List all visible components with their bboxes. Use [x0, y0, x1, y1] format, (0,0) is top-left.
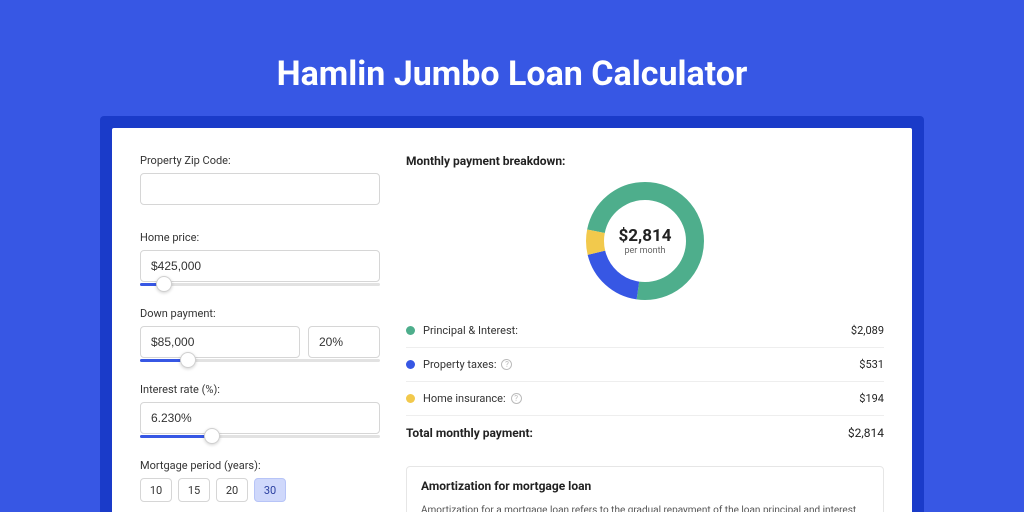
mortgage-period-10[interactable]: 10 [140, 478, 172, 502]
mortgage-period-buttons: 10152030 [140, 478, 380, 502]
legend: Principal & Interest: $2,089 Property taxe… [406, 322, 884, 415]
amortization-text: Amortization for a mortgage loan refers … [421, 503, 869, 512]
amortization-box: Amortization for mortgage loan Amortizat… [406, 466, 884, 512]
mortgage-period-20[interactable]: 20 [216, 478, 248, 502]
home-price-slider[interactable] [140, 281, 380, 295]
help-icon[interactable]: ? [511, 393, 522, 404]
donut-chart-wrap: $2,814 per month [406, 178, 884, 304]
down-payment-slider[interactable] [140, 357, 380, 371]
legend-label-text: Home insurance: [423, 392, 506, 405]
zip-input[interactable] [140, 173, 380, 205]
legend-row: Principal & Interest: $2,089 [406, 322, 884, 347]
calculator-card: Property Zip Code: Home price: Down paym… [112, 128, 912, 512]
interest-rate-slider-thumb[interactable] [204, 428, 220, 444]
breakdown-column: Monthly payment breakdown: $2,814 per mo… [406, 154, 884, 512]
home-price-label: Home price: [140, 231, 380, 244]
total-label: Total monthly payment: [406, 426, 848, 440]
legend-dot-icon [406, 360, 415, 369]
down-payment-percent-input[interactable] [308, 326, 380, 358]
mortgage-period-label: Mortgage period (years): [140, 459, 380, 472]
interest-rate-slider-fill [140, 435, 212, 438]
interest-rate-input[interactable] [140, 402, 380, 434]
home-price-input[interactable] [140, 250, 380, 282]
legend-row: Home insurance:?$194 [406, 381, 884, 415]
legend-dot-icon [406, 394, 415, 403]
legend-value: $531 [859, 358, 884, 371]
legend-value: $2,089 [851, 324, 884, 337]
legend-label-text: Property taxes: [423, 358, 496, 371]
legend-value: $194 [859, 392, 884, 405]
legend-row: Property taxes:?$531 [406, 347, 884, 381]
legend-label: Property taxes:? [423, 358, 859, 371]
down-payment-amount-input[interactable] [140, 326, 300, 358]
down-payment-label: Down payment: [140, 307, 380, 320]
donut-center: $2,814 per month [582, 178, 708, 304]
home-price-slider-thumb[interactable] [156, 276, 172, 292]
donut-chart: $2,814 per month [582, 178, 708, 304]
interest-rate-slider[interactable] [140, 433, 380, 447]
legend-label: Home insurance:? [423, 392, 859, 405]
legend-label: Principal & Interest: [423, 324, 851, 337]
donut-sub: per month [624, 246, 665, 256]
zip-label: Property Zip Code: [140, 154, 380, 167]
page-title: Hamlin Jumbo Loan Calculator [0, 0, 1024, 118]
card-backdrop: Property Zip Code: Home price: Down paym… [100, 116, 924, 512]
total-value: $2,814 [848, 426, 884, 440]
mortgage-period-15[interactable]: 15 [178, 478, 210, 502]
donut-amount: $2,814 [619, 226, 672, 246]
breakdown-title: Monthly payment breakdown: [406, 154, 884, 168]
legend-label-text: Principal & Interest: [423, 324, 518, 337]
down-payment-slider-thumb[interactable] [180, 352, 196, 368]
form-column: Property Zip Code: Home price: Down paym… [140, 154, 380, 512]
help-icon[interactable]: ? [501, 359, 512, 370]
total-row: Total monthly payment: $2,814 [406, 415, 884, 450]
legend-dot-icon [406, 326, 415, 335]
interest-rate-label: Interest rate (%): [140, 383, 380, 396]
mortgage-period-30[interactable]: 30 [254, 478, 286, 502]
amortization-title: Amortization for mortgage loan [421, 479, 869, 493]
